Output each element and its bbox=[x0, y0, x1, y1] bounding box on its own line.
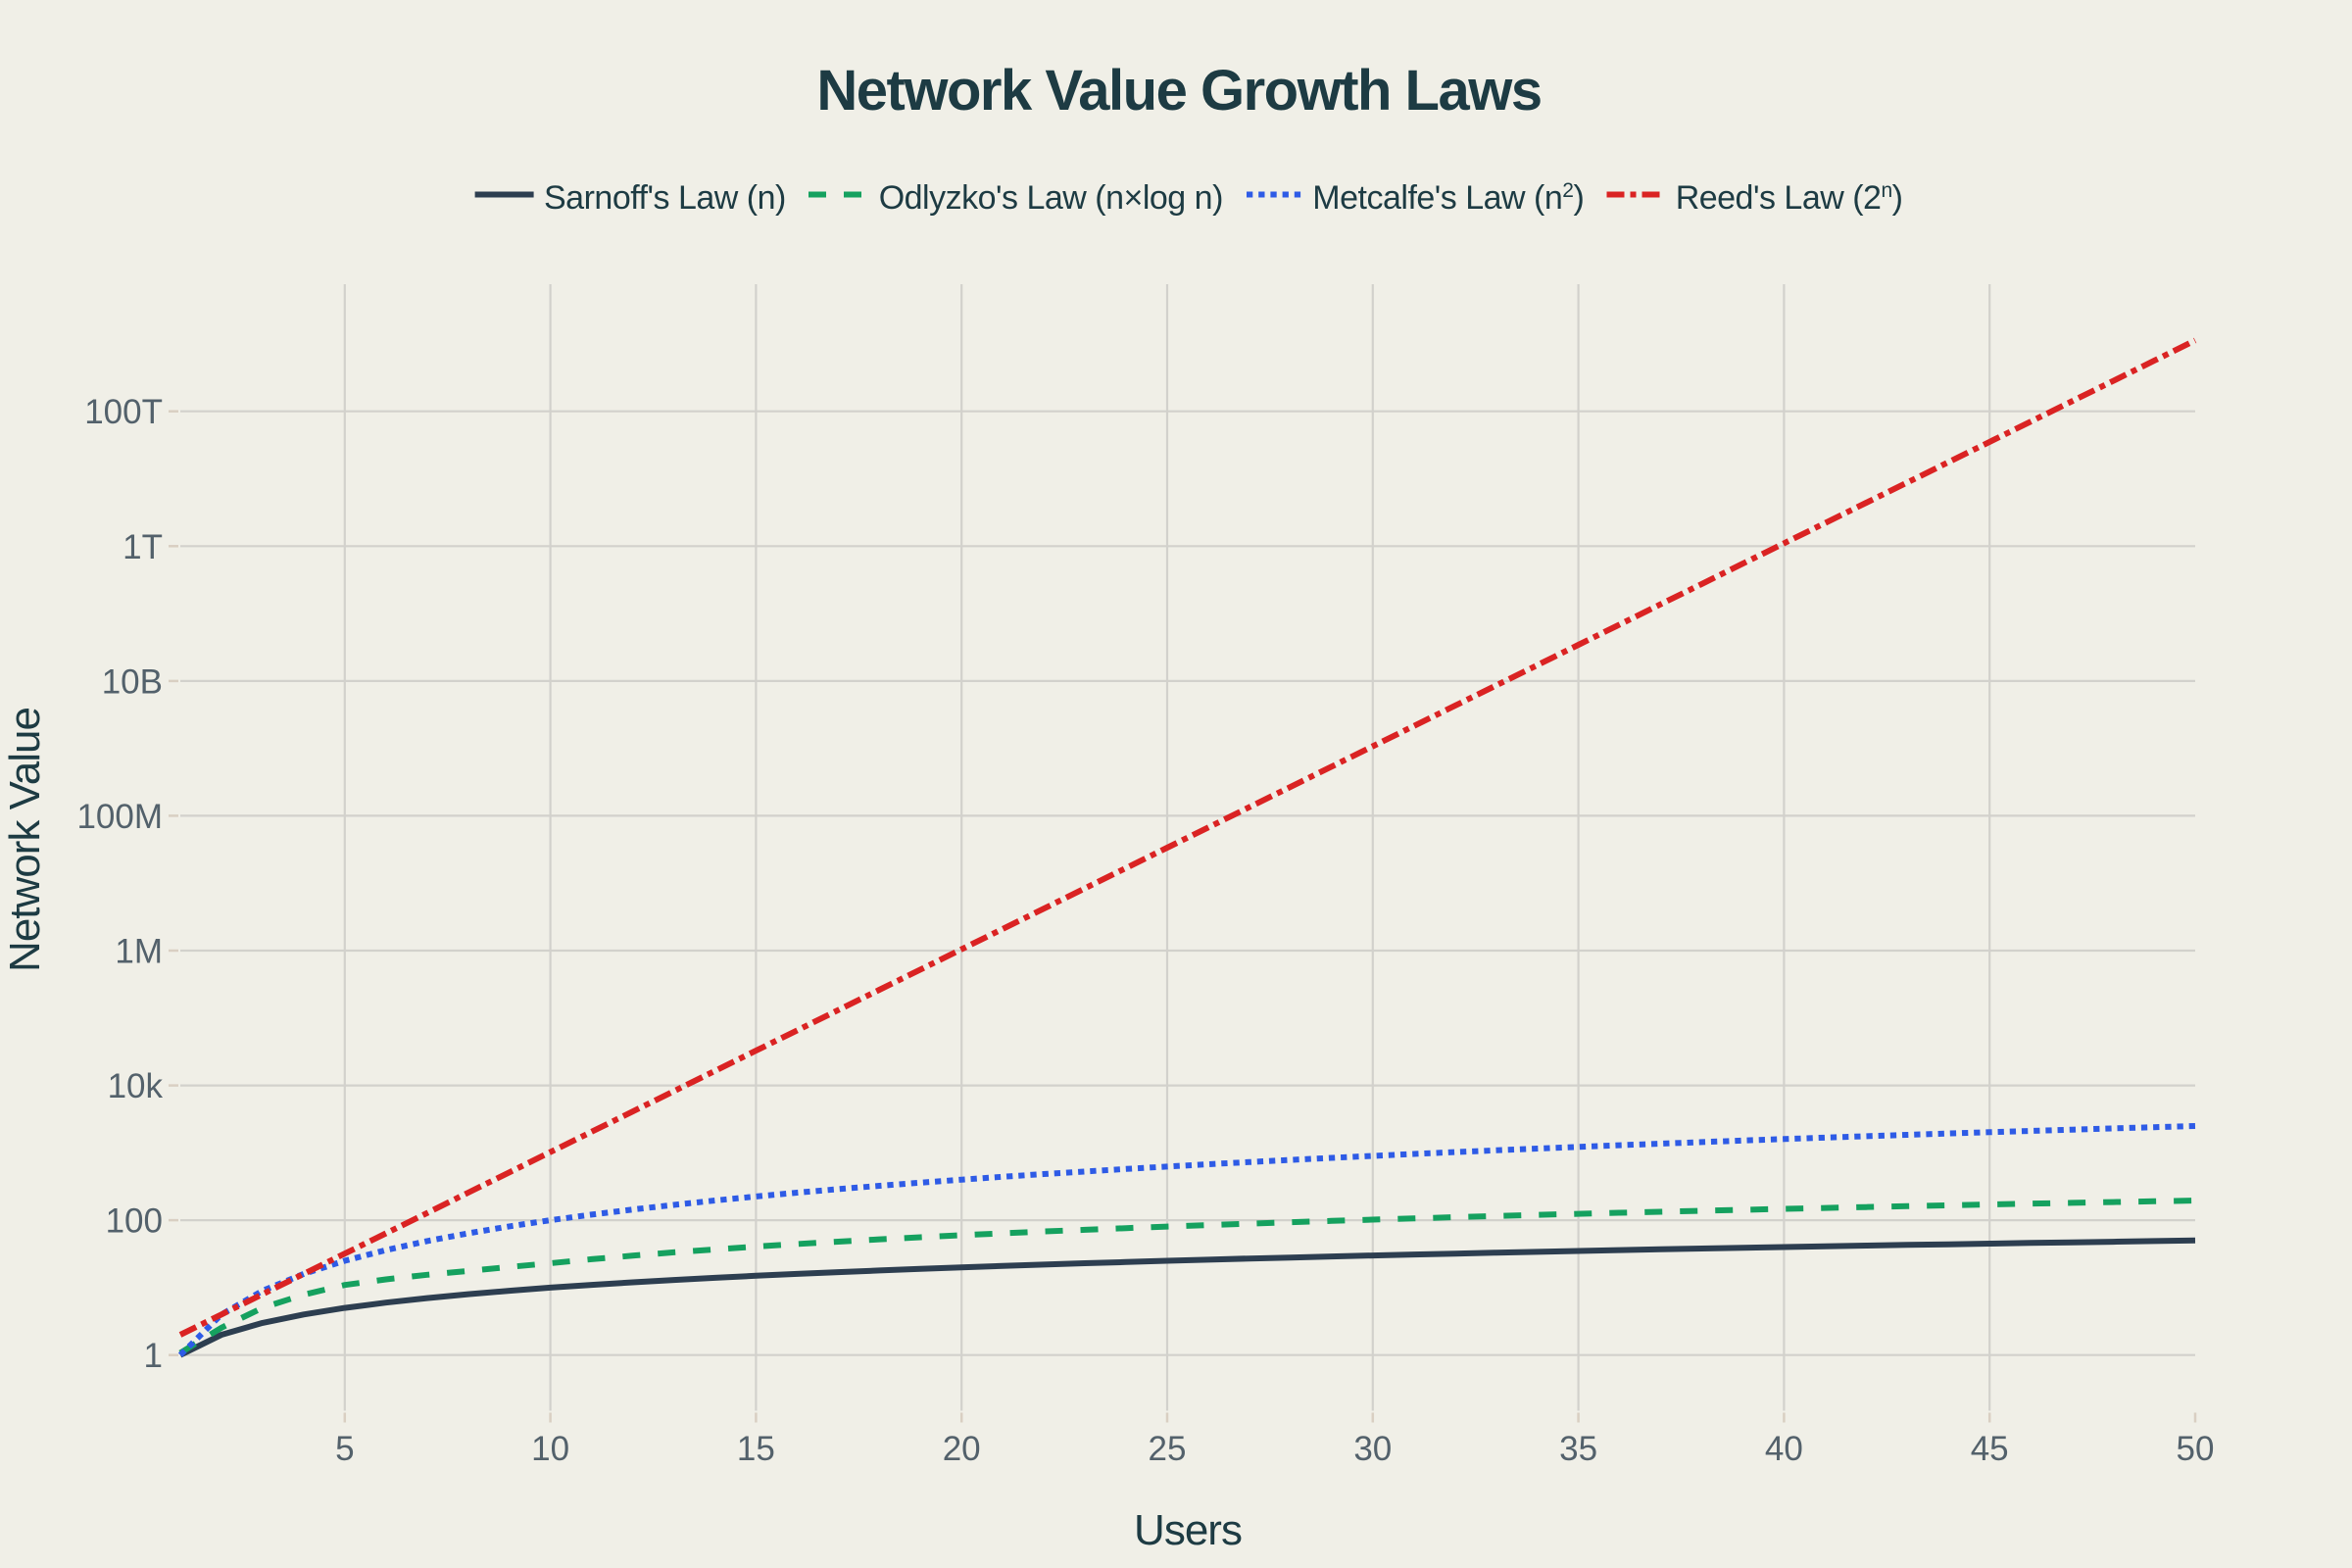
svg-text:Metcalfe's Law (n2): Metcalfe's Law (n2) bbox=[1312, 179, 1584, 217]
svg-text:1M: 1M bbox=[115, 933, 163, 971]
svg-text:1T: 1T bbox=[122, 528, 163, 566]
svg-text:40: 40 bbox=[1765, 1430, 1803, 1468]
svg-text:50: 50 bbox=[2177, 1430, 2215, 1468]
svg-text:15: 15 bbox=[737, 1430, 775, 1468]
svg-text:25: 25 bbox=[1149, 1430, 1187, 1468]
svg-text:Odlyzko's Law (n×log n): Odlyzko's Law (n×log n) bbox=[879, 179, 1223, 217]
svg-text:Network Value Growth Laws: Network Value Growth Laws bbox=[816, 59, 1541, 122]
svg-text:Users: Users bbox=[1134, 1506, 1242, 1554]
svg-text:100: 100 bbox=[106, 1202, 163, 1241]
svg-text:45: 45 bbox=[1971, 1430, 2009, 1468]
svg-text:20: 20 bbox=[943, 1430, 981, 1468]
svg-text:30: 30 bbox=[1353, 1430, 1392, 1468]
svg-text:1: 1 bbox=[144, 1337, 163, 1375]
svg-text:Sarnoff's Law (n): Sarnoff's Law (n) bbox=[544, 179, 786, 217]
svg-text:100M: 100M bbox=[76, 798, 163, 836]
svg-text:5: 5 bbox=[335, 1430, 354, 1468]
svg-text:Reed's Law (2n): Reed's Law (2n) bbox=[1676, 179, 1903, 217]
svg-text:10: 10 bbox=[531, 1430, 569, 1468]
svg-text:Network Value: Network Value bbox=[1, 708, 49, 972]
svg-text:35: 35 bbox=[1559, 1430, 1597, 1468]
svg-text:10k: 10k bbox=[108, 1067, 164, 1105]
svg-text:100T: 100T bbox=[84, 393, 163, 431]
svg-text:10B: 10B bbox=[102, 662, 163, 701]
